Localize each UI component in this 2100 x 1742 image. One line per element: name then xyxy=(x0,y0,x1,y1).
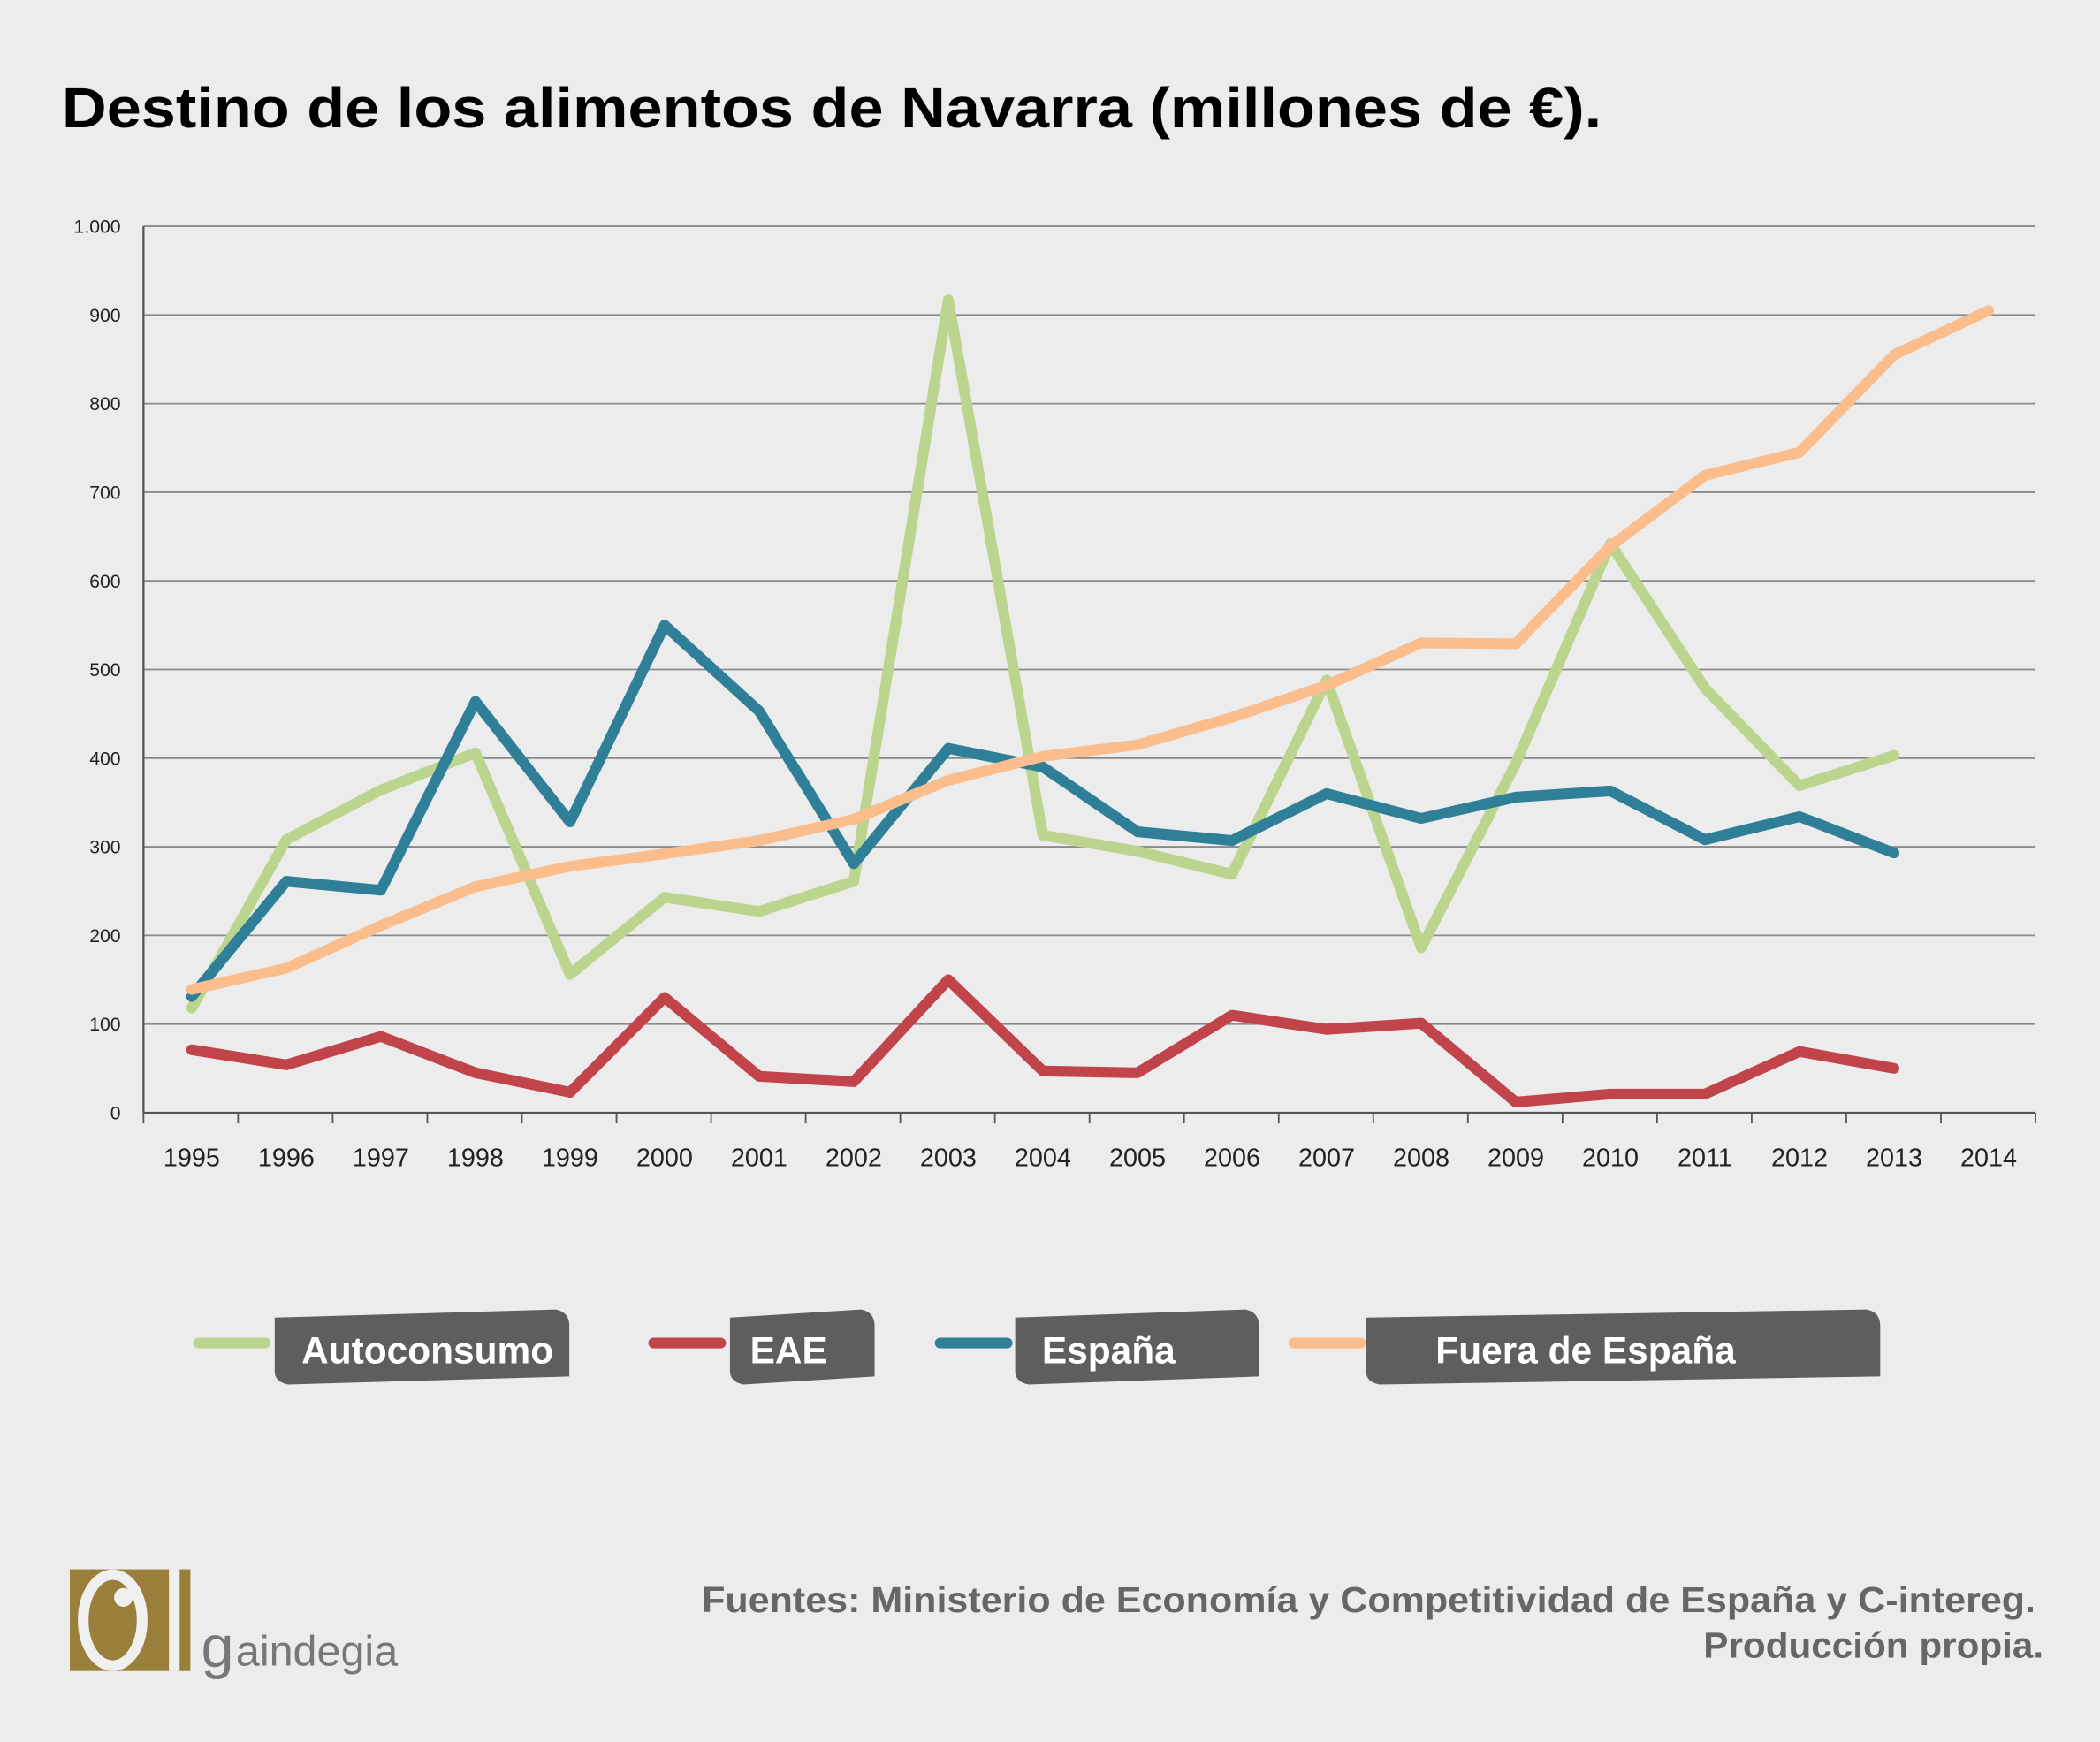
logo-text: aindegia xyxy=(236,1628,398,1676)
x-tick-label: 2005 xyxy=(1109,1145,1166,1173)
legend-label: España xyxy=(1042,1329,1176,1371)
y-tick-label: 100 xyxy=(89,1015,120,1035)
series-line-fuera-de-españa xyxy=(186,305,1995,995)
y-axis: 0 100 200 300 400 500 600 700 800 900 1.000 xyxy=(74,217,121,1124)
series-line-españa xyxy=(186,620,1900,1002)
x-tick-label: 2013 xyxy=(1866,1145,1922,1173)
legend-banner xyxy=(729,1309,875,1385)
x-tick-label: 2009 xyxy=(1488,1145,1544,1173)
x-tick-label: 2010 xyxy=(1582,1145,1639,1173)
x-tick-label: 2007 xyxy=(1298,1145,1355,1173)
x-tick-label: 1995 xyxy=(164,1145,220,1173)
x-tick-label: 2011 xyxy=(1678,1145,1732,1173)
legend-banner xyxy=(274,1309,570,1385)
source-line-2: Producción propia. xyxy=(1703,1625,2043,1666)
x-tick-label: 2002 xyxy=(826,1145,882,1173)
x-tick-label: 2001 xyxy=(731,1145,788,1173)
legend-banner xyxy=(1015,1309,1259,1385)
x-tick-label: 2004 xyxy=(1015,1145,1071,1173)
x-tick-label: 1998 xyxy=(447,1145,504,1173)
y-tick-label: 400 xyxy=(89,749,120,769)
series-lines xyxy=(186,294,1995,1107)
y-tick-label: 0 xyxy=(110,1104,121,1124)
x-tick-label: 2003 xyxy=(920,1145,977,1173)
x-axis: 1995 1996 1997 1998 1999 2000 2001 2002 2003 2004… xyxy=(164,1145,2017,1173)
y-tick-label: 500 xyxy=(89,660,120,681)
legend: Autoconsumo EAE España Fuera de España xyxy=(193,1309,1881,1385)
x-tick-label: 1997 xyxy=(353,1145,409,1173)
y-tick-label: 1.000 xyxy=(74,217,121,238)
legend-label: Fuera de España xyxy=(1435,1329,1736,1371)
x-tick-label: 2000 xyxy=(636,1145,693,1173)
y-tick-label: 800 xyxy=(89,394,120,415)
y-tick-label: 900 xyxy=(89,306,120,326)
legend-banner xyxy=(1366,1309,1881,1385)
legend-label: EAE xyxy=(750,1329,827,1371)
series-line-eae xyxy=(186,974,1900,1107)
y-tick-label: 600 xyxy=(89,572,120,592)
x-tick-label: 1999 xyxy=(542,1145,598,1173)
gaindegia-logo: g aindegia xyxy=(70,1569,398,1680)
legend-label: Autoconsumo xyxy=(301,1329,553,1371)
y-tick-label: 300 xyxy=(89,838,120,858)
x-tick-label: 2014 xyxy=(1960,1145,2017,1173)
x-tick-label: 1996 xyxy=(258,1145,315,1173)
grid xyxy=(142,225,2036,1124)
source-line-1: Fuentes: Ministerio de Economía y Compet… xyxy=(702,1579,2035,1620)
x-tick-label: 2012 xyxy=(1771,1145,1828,1173)
y-tick-label: 200 xyxy=(89,926,120,947)
svg-text:g: g xyxy=(201,1615,233,1680)
x-tick-label: 2008 xyxy=(1393,1145,1449,1173)
x-tick-label: 2006 xyxy=(1204,1145,1260,1173)
y-tick-label: 700 xyxy=(89,483,120,503)
chart-title: Destino de los alimentos de Navarra (mil… xyxy=(62,77,1602,140)
